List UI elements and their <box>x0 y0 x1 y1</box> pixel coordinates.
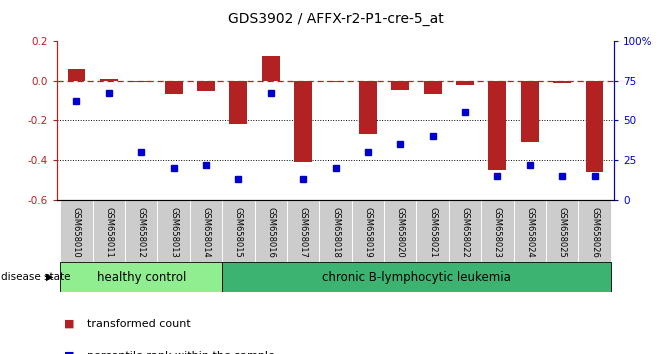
Text: GSM658019: GSM658019 <box>364 207 372 258</box>
Bar <box>456 80 474 85</box>
Bar <box>554 80 571 82</box>
Bar <box>254 200 287 262</box>
Text: ■: ■ <box>64 351 74 354</box>
Bar <box>546 200 578 262</box>
Bar <box>359 80 377 134</box>
Text: transformed count: transformed count <box>87 319 191 329</box>
Text: GSM658010: GSM658010 <box>72 207 81 258</box>
Text: GSM658025: GSM658025 <box>558 207 566 258</box>
Bar <box>60 200 93 262</box>
Bar <box>352 200 384 262</box>
Text: ▶: ▶ <box>46 272 54 282</box>
Bar <box>68 69 85 80</box>
Bar <box>384 200 417 262</box>
Bar <box>586 80 603 172</box>
Bar <box>327 80 344 81</box>
Bar <box>423 80 442 95</box>
Bar <box>222 262 611 292</box>
Bar <box>125 200 158 262</box>
Bar <box>417 200 449 262</box>
Bar <box>481 200 513 262</box>
Bar <box>222 200 254 262</box>
Text: ■: ■ <box>64 319 74 329</box>
Text: GSM658020: GSM658020 <box>396 207 405 258</box>
Text: GSM658023: GSM658023 <box>493 207 502 258</box>
Bar <box>190 200 222 262</box>
Text: GSM658016: GSM658016 <box>266 207 275 258</box>
Text: GSM658015: GSM658015 <box>234 207 243 258</box>
Bar <box>319 200 352 262</box>
Text: chronic B-lymphocytic leukemia: chronic B-lymphocytic leukemia <box>322 270 511 284</box>
Text: GSM658026: GSM658026 <box>590 207 599 258</box>
Bar <box>488 80 507 170</box>
Bar <box>294 80 312 162</box>
Bar <box>513 200 546 262</box>
Text: GSM658011: GSM658011 <box>105 207 113 258</box>
Text: GSM658012: GSM658012 <box>137 207 146 258</box>
Text: percentile rank within the sample: percentile rank within the sample <box>87 351 275 354</box>
Text: GSM658021: GSM658021 <box>428 207 437 258</box>
Bar <box>100 79 117 80</box>
Bar <box>93 200 125 262</box>
Text: GSM658018: GSM658018 <box>331 207 340 258</box>
Text: GSM658014: GSM658014 <box>201 207 211 258</box>
Bar <box>262 56 280 80</box>
Bar <box>158 200 190 262</box>
Bar <box>229 80 248 124</box>
Bar <box>287 200 319 262</box>
Bar <box>449 200 481 262</box>
Bar <box>578 200 611 262</box>
Bar <box>521 80 539 142</box>
Text: GSM658017: GSM658017 <box>299 207 307 258</box>
Text: healthy control: healthy control <box>97 270 186 284</box>
Text: GSM658024: GSM658024 <box>525 207 534 258</box>
Text: GSM658013: GSM658013 <box>169 207 178 258</box>
Bar <box>132 80 150 81</box>
Bar <box>164 80 183 95</box>
Text: disease state: disease state <box>1 272 70 282</box>
Bar <box>60 262 222 292</box>
Bar <box>197 80 215 91</box>
Text: GDS3902 / AFFX-r2-P1-cre-5_at: GDS3902 / AFFX-r2-P1-cre-5_at <box>227 12 444 27</box>
Bar <box>391 80 409 91</box>
Text: GSM658022: GSM658022 <box>460 207 470 258</box>
